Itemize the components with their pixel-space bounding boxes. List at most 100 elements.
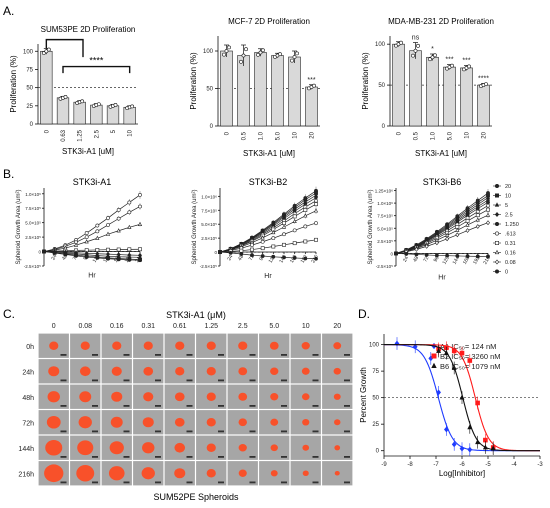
data-point [451,364,457,370]
spheroid [270,418,279,426]
legend-label: 0.08 [505,260,516,266]
spheroid [238,443,247,452]
data-point [282,232,286,237]
scale-bar [344,354,350,356]
spheroid [334,419,341,426]
scale-bar [92,481,98,484]
scale-bar [281,456,287,458]
data-point [106,256,110,261]
data-point [127,200,132,205]
scale-bar [249,456,256,458]
scale-bar [186,456,193,458]
dose-response-chart: 0 25 50 75 100 -9 -8 -7 -6 -5 -4 -3 Log[Inhibitor] Pe… [359,334,543,478]
data-point [271,244,276,249]
x-tick-label: 96 [433,255,441,263]
data-point [414,247,419,252]
spheroid [238,341,248,350]
legend-marker [494,269,499,274]
series-line [219,222,317,253]
data-point [271,236,276,241]
scale-bar [60,405,67,407]
x-tick-label: 120 [441,255,450,265]
data-point [459,445,465,452]
series-line [219,203,317,253]
spheroid [270,444,278,452]
scale-bar [312,456,319,458]
y-axis-label: Spheroid Growth Area (um²) [16,189,22,264]
scale-bar [218,354,224,356]
data-point [465,222,470,227]
x-tick-label: 0 [397,131,403,135]
data-point [475,400,480,406]
spheroid [79,391,92,403]
replicate-point [312,83,316,88]
replicate-point [44,49,49,54]
concentration-label: 10 [302,323,310,330]
spheroid [301,367,310,375]
legend-label: B6 IC₅₀= 1079 nM [440,362,501,371]
data-point [84,231,89,235]
legend-marker [494,249,500,255]
spheroid [270,470,278,477]
y-tick-label: 0 [210,124,214,130]
y-tick-label: -2.5×10⁵ [24,264,41,269]
bar [90,104,103,125]
scale-bar [60,456,67,458]
scale-bar [344,430,350,433]
series-line [219,210,317,253]
y-tick-label: 75 [372,369,379,375]
scale-bar [312,379,319,382]
replicate-point [224,49,229,53]
replicate-point [244,47,248,52]
spheroid [174,442,186,453]
x-tick-label: 216 [482,255,491,265]
concentration-label: 0.16 [110,323,124,330]
x-tick-label: 120 [268,254,277,264]
legend-marker [494,259,500,265]
x-tick-label: -6 [459,462,465,468]
y-axis-label: Proliferation (%) [361,52,370,110]
x-tick-label: 20 [310,131,316,138]
spheroid [78,416,92,429]
scale-bar [155,456,161,458]
data-point [475,213,480,218]
series-line [219,192,317,253]
bar [477,84,490,127]
timepoint-label: 24h [22,369,34,376]
data-point [467,358,473,363]
data-point [436,389,441,396]
legend-label: 5 [505,203,508,209]
series-line [43,206,141,252]
data-point [467,424,473,430]
spheroid [333,342,342,350]
y-tick-label: 50 [378,83,385,89]
replicate-point [239,59,243,64]
spheroid [45,439,63,456]
x-tick-label: 0 [225,131,231,135]
timepoint-label: 0h [26,344,34,351]
x-tick-label: 72 [248,254,256,262]
spheroid [143,392,154,402]
spheroid [270,393,279,401]
y-tick-label: 1.0×10⁶ [25,192,41,197]
y-tick-label: 0 [376,449,380,455]
data-point [260,235,265,240]
timepoint-label: 48h [22,395,34,402]
data-point [106,216,110,220]
data-point [250,243,254,248]
data-point [250,247,254,252]
data-point [73,242,79,247]
scale-bar [281,405,287,407]
bar-chart-mdamb231: MDA-MB-231 2D Proliferation050100Prolife… [361,17,494,158]
replicate-point [411,53,415,58]
timepoint-label: 216h [18,471,34,478]
replicate-point [467,64,471,69]
spheroid [44,464,64,483]
data-point [303,256,308,261]
data-point [271,229,276,235]
y-tick-label: 2.5×10⁵ [25,235,41,240]
growth-chart-stk3i-b6: STK3i-B6 -2.5×10⁵ 0 2.5×10⁵ 5.0×10⁵ 7.5×10⁵ 1.… [368,177,492,281]
x-axis-label: Log[Inhibitor] [439,469,485,478]
data-point [138,247,142,252]
